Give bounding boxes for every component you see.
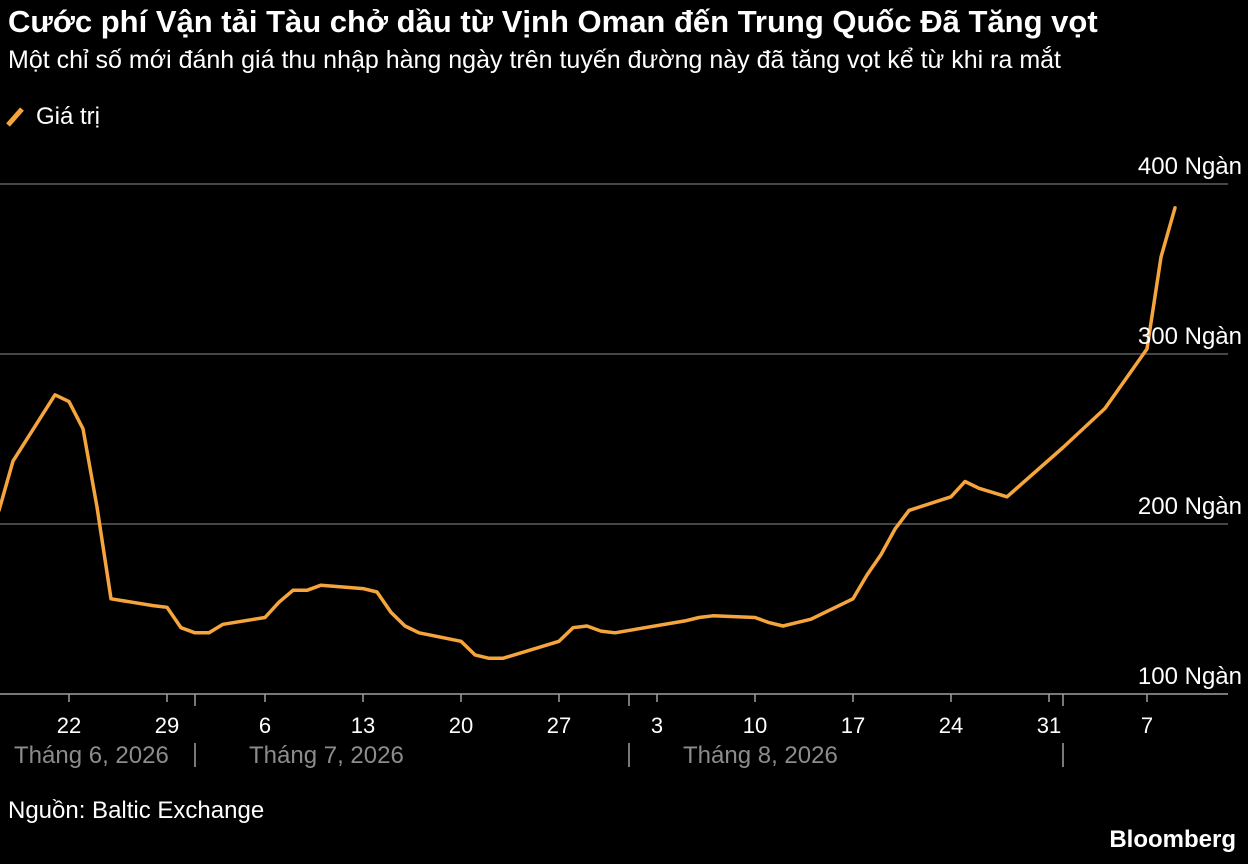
legend: Giá trị [6, 100, 100, 134]
x-tick-label: 22 [57, 713, 81, 738]
y-axis-labels: 100 Ngàn 200 Ngàn 300 Ngàn 400 Ngàn [1138, 153, 1242, 690]
y-tick-label: 400 Ngàn [1138, 153, 1242, 180]
month-label: Tháng 6, 2026 [14, 742, 169, 769]
x-tick-label: 6 [259, 713, 271, 738]
legend-swatch-icon [6, 107, 24, 127]
x-tick-label: 29 [155, 713, 179, 738]
x-tick-label: 10 [743, 713, 767, 738]
x-axis: 22 29 6 13 20 27 3 10 17 24 31 7 Tháng 6, 2026 Tháng … [0, 693, 1228, 769]
y-tick-label: 100 Ngàn [1138, 663, 1242, 690]
brand-logo: Bloomberg [1109, 826, 1236, 853]
series-line [0, 206, 1177, 661]
x-tick-label: 24 [939, 713, 963, 738]
x-tick-label: 20 [449, 713, 473, 738]
chart-title: Cước phí Vận tải Tàu chở dầu từ Vịnh Oma… [8, 4, 1098, 39]
x-tick-label: 7 [1141, 713, 1153, 738]
x-tick-label: 3 [651, 713, 663, 738]
y-tick-label: 300 Ngàn [1138, 323, 1242, 350]
month-label: Tháng 8, 2026 [683, 742, 838, 769]
x-tick-label: 31 [1037, 713, 1061, 738]
series [0, 206, 1177, 661]
line-chart: 22 29 6 13 20 27 3 10 17 24 31 7 Tháng 6, 2026 Tháng … [0, 153, 1242, 769]
x-tick-label: 27 [547, 713, 571, 738]
month-label: Tháng 7, 2026 [249, 742, 404, 769]
gridlines [0, 183, 1228, 525]
legend-label: Giá trị [36, 103, 101, 130]
y-tick-label: 200 Ngàn [1138, 493, 1242, 520]
chart-subtitle: Một chỉ số mới đánh giá thu nhập hàng ng… [8, 46, 1061, 74]
x-tick-label: 17 [841, 713, 865, 738]
x-tick-label: 13 [351, 713, 375, 738]
source-note: Nguồn: Baltic Exchange [8, 797, 265, 824]
